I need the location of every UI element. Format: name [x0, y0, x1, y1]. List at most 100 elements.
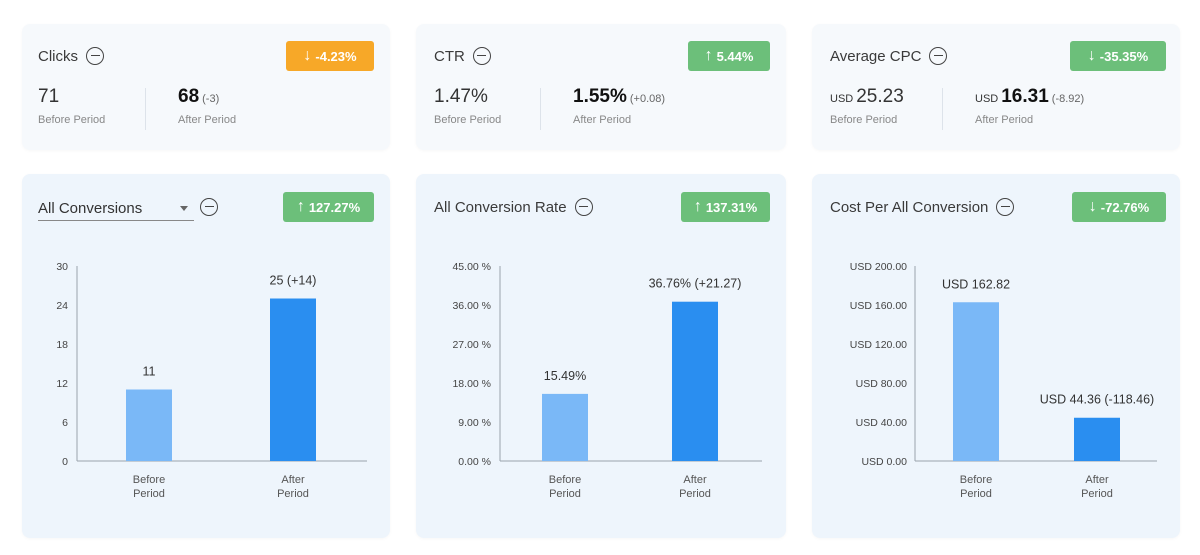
y-tick-label: 27.00 %: [452, 339, 491, 351]
kpi-card-average-cpc: Average CPC ↓ -35.35% USD 25.23 Before Pe…: [812, 24, 1180, 150]
metric-after: 1.55% (+0.08) After Period: [573, 86, 665, 126]
kpi-title-text: CTR: [434, 47, 465, 65]
badge-text: 5.44%: [716, 48, 754, 64]
before-label: Before Period: [434, 114, 502, 126]
bar: [1074, 417, 1120, 461]
after-value: 1.55%: [573, 86, 627, 107]
collapse-icon[interactable]: [86, 47, 104, 65]
kpi-title: Average CPC: [830, 47, 948, 65]
metric-before: 1.47% Before Period: [434, 86, 501, 126]
metric-after: USD 16.31 (-8.92) After Period: [975, 86, 1084, 126]
arrow-up-icon: ↑: [693, 198, 702, 215]
bar: [542, 393, 588, 461]
before-value: 25.23: [856, 86, 904, 107]
y-tick-label: 12: [56, 378, 68, 390]
after-diff: (-8.92): [1051, 93, 1085, 105]
badge-text: 137.31%: [705, 199, 758, 215]
bar: [672, 301, 718, 461]
y-tick-label: 0: [62, 456, 68, 468]
arrow-down-icon: ↓: [1087, 47, 1096, 64]
y-tick-label: 18.00 %: [452, 378, 491, 390]
badge-text: -4.23%: [315, 48, 357, 64]
collapse-icon[interactable]: [472, 47, 491, 65]
chart-card-all-conversions: All Conversions ↑ 127.27% 0 6 12 18 24 30 11 Be…: [22, 174, 390, 538]
bar: [953, 302, 999, 461]
y-tick-label: 24: [56, 300, 68, 312]
y-tick-label: USD 200.00: [850, 261, 907, 273]
kpi-title-text: Clicks: [38, 47, 78, 65]
change-badge: ↑ 5.44%: [688, 41, 770, 71]
bar-chart: USD 0.00 USD 40.00 USD 80.00 USD 120.00 USD …: [850, 261, 1157, 500]
metric-before: 71 Before Period: [38, 86, 105, 126]
before-label: Before Period: [830, 114, 898, 126]
arrow-up-icon: ↑: [296, 198, 305, 215]
chart-title: All Conversion Rate: [434, 198, 593, 216]
after-diff: (-3): [202, 93, 220, 105]
after-value: 16.31: [1001, 86, 1049, 107]
badge-text: -35.35%: [1099, 48, 1149, 64]
x-tick-label: Period: [960, 488, 992, 500]
currency-label: USD: [975, 93, 999, 105]
kpi-title: CTR: [434, 47, 491, 65]
data-label: 15.49%: [544, 369, 586, 383]
kpi-title-text: Average CPC: [830, 47, 922, 65]
currency-label: USD: [830, 93, 854, 105]
change-badge: ↑ 127.27%: [283, 192, 374, 222]
change-badge: ↓ -72.76%: [1072, 192, 1166, 222]
after-diff: (+0.08): [629, 93, 666, 105]
metric-after: 68 (-3) After Period: [178, 86, 236, 126]
data-label: USD 44.36 (-118.46): [1040, 393, 1154, 407]
y-tick-label: USD 120.00: [850, 339, 907, 351]
divider: [145, 88, 146, 130]
collapse-icon[interactable]: [200, 198, 218, 216]
data-label: 36.76% (+21.27): [649, 277, 742, 291]
collapse-icon[interactable]: [929, 47, 948, 65]
data-label: USD 162.82: [942, 277, 1010, 291]
kpi-title: Clicks: [38, 47, 104, 65]
x-tick-label: Period: [277, 488, 309, 500]
divider: [942, 88, 943, 130]
y-tick-label: USD 160.00: [850, 300, 907, 312]
x-tick-label: Before: [133, 474, 165, 486]
divider: [540, 88, 541, 130]
data-label: 11: [143, 365, 156, 379]
x-tick-label: Period: [1081, 488, 1113, 500]
chart-card-cost-per-all-conversion: Cost Per All Conversion ↓ -72.76% USD 0.…: [812, 174, 1180, 538]
chart-title: Cost Per All Conversion: [830, 198, 1015, 216]
y-tick-label: USD 40.00: [856, 417, 908, 429]
arrow-down-icon: ↓: [303, 47, 312, 64]
y-tick-label: 45.00 %: [452, 261, 491, 273]
kpi-card-clicks: Clicks ↓ -4.23% 71 Before Period 68 (-3) …: [22, 24, 390, 150]
before-value: 71: [38, 86, 60, 107]
bar-chart: 0 6 12 18 24 30 11 Before Period 25 (+14) After Per…: [56, 261, 367, 500]
x-tick-label: After: [1085, 474, 1109, 486]
dropdown-value: All Conversions: [38, 200, 143, 217]
metric-before: USD 25.23 Before Period: [830, 86, 904, 126]
chart-title-text: Cost Per All Conversion: [830, 198, 989, 216]
collapse-icon[interactable]: [574, 198, 593, 216]
after-value: 68: [178, 86, 200, 107]
y-tick-label: 0.00 %: [458, 456, 491, 468]
y-tick-label: 36.00 %: [452, 300, 491, 312]
bar-chart: 0.00 % 9.00 % 18.00 % 27.00 % 36.00 % 45.00 %…: [452, 261, 762, 500]
after-label: After Period: [178, 114, 237, 126]
after-label: After Period: [573, 114, 632, 126]
arrow-up-icon: ↑: [704, 47, 713, 64]
x-tick-label: After: [683, 474, 707, 486]
y-tick-label: 9.00 %: [458, 417, 491, 429]
change-badge: ↓ -4.23%: [286, 41, 374, 71]
x-tick-label: Before: [549, 474, 581, 486]
metric-dropdown[interactable]: All Conversions: [38, 200, 194, 221]
collapse-icon[interactable]: [996, 198, 1015, 216]
badge-text: 127.27%: [308, 199, 361, 215]
x-tick-label: Period: [133, 488, 165, 500]
y-tick-label: 6: [62, 417, 68, 429]
kpi-card-ctr: CTR ↑ 5.44% 1.47% Before Period 1.55% (+0…: [416, 24, 786, 150]
caret-down-icon: [180, 206, 188, 211]
arrow-down-icon: ↓: [1088, 198, 1097, 215]
y-tick-label: USD 80.00: [856, 378, 908, 390]
before-label: Before Period: [38, 114, 106, 126]
y-tick-label: USD 0.00: [861, 456, 907, 468]
data-label: 25 (+14): [270, 274, 317, 288]
after-label: After Period: [975, 114, 1034, 126]
